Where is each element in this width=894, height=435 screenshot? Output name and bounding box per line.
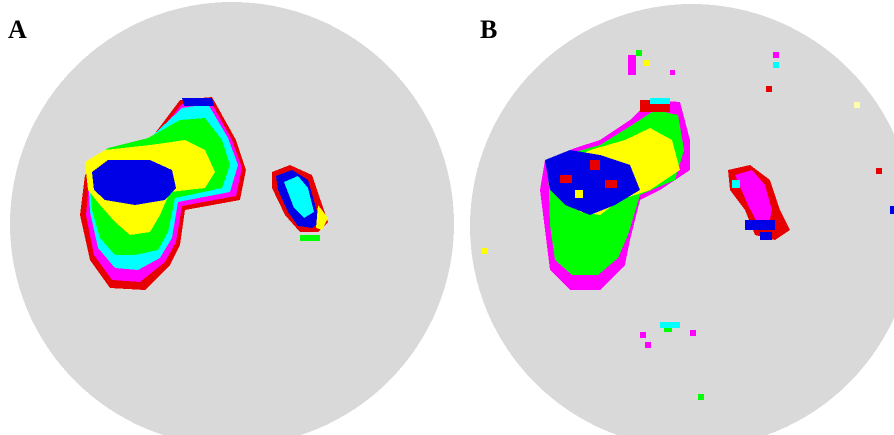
field-disc bbox=[470, 4, 894, 435]
activity-map bbox=[80, 97, 328, 290]
panel-a: A bbox=[8, 2, 454, 435]
panel-label: A bbox=[8, 15, 27, 44]
panel-b: B bbox=[470, 4, 894, 435]
panel-label: B bbox=[480, 15, 497, 44]
field-disc bbox=[10, 2, 454, 435]
activity-map bbox=[482, 50, 894, 400]
